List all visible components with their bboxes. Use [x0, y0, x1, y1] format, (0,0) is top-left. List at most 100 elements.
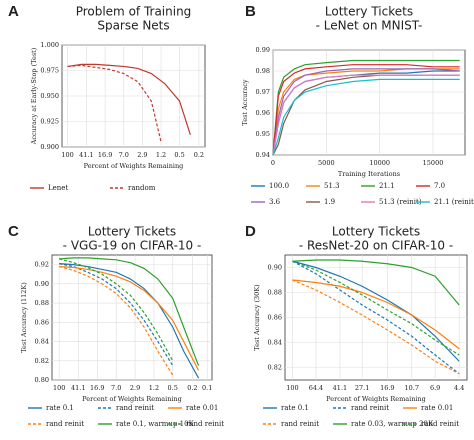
x-tick-label: 15000 — [423, 159, 444, 167]
series-line — [67, 63, 191, 135]
y-tick-label: 0.98 — [256, 67, 270, 75]
x-tick-label: 2.9 — [130, 384, 140, 392]
series-line — [272, 78, 460, 156]
y-tick-label: 0.94 — [256, 151, 270, 159]
x-tick-label: 100 — [53, 384, 65, 392]
legend-label: Lenet — [48, 184, 68, 192]
x-tick-label: 5000 — [318, 159, 335, 167]
chart-title: Problem of Training — [76, 5, 192, 19]
y-tick-label: 0.975 — [40, 67, 59, 75]
series-line — [292, 260, 460, 375]
panel-label: A — [8, 3, 19, 20]
x-tick-label: 64.4 — [309, 384, 323, 392]
panel: D Lottery Tickets- ResNet-20 on CIFAR-10 … — [245, 223, 468, 428]
series-line — [272, 64, 460, 156]
y-tick-label: 0.90 — [35, 280, 49, 288]
legend-label: 1.9 — [324, 198, 335, 206]
x-tick-label: 0.2 — [187, 384, 197, 392]
legend-label: 21.1 — [379, 182, 395, 190]
y-tick-label: 0.900 — [40, 143, 59, 151]
plot-area — [51, 254, 213, 381]
y-tick-label: 0.925 — [40, 118, 59, 126]
series-line — [59, 257, 200, 366]
series-line — [272, 74, 460, 156]
chart-title: Lottery Tickets — [332, 225, 420, 239]
y-tick-label: 0.82 — [35, 357, 49, 365]
x-tick-label: 41.1 — [79, 151, 93, 159]
legend-label: rate 0.01 — [186, 404, 218, 412]
legend-label: rand reinit — [421, 420, 459, 428]
x-tick-label: 16.9 — [98, 151, 112, 159]
y-tick-label: 0.88 — [35, 299, 49, 307]
chart-title: Lottery Tickets — [88, 225, 176, 239]
x-axis-label: Percent of Weights Remaining — [84, 162, 184, 170]
series-line — [59, 265, 174, 376]
legend-label: rand reinit — [46, 420, 84, 428]
legend-label: rate 0.1 — [46, 404, 74, 412]
series-line — [272, 59, 460, 156]
panel-label: B — [245, 3, 256, 20]
panel: C Lottery Tickets- VGG-19 on CIFAR-10 - 0.… — [8, 223, 224, 428]
chart-title: - ResNet-20 on CIFAR-10 - — [299, 239, 453, 253]
series-line — [292, 279, 460, 350]
y-axis-label: Test Accuracy — [241, 79, 249, 125]
y-tick-label: 0.82 — [268, 364, 282, 372]
x-tick-label: 0 — [271, 159, 275, 167]
legend-label: rate 0.1 — [281, 404, 309, 412]
x-axis-label: Percent of Weights Remaining — [82, 395, 182, 403]
x-tick-label: 2.9 — [137, 151, 147, 159]
series-line — [292, 260, 460, 356]
x-tick-label: 16.9 — [90, 384, 104, 392]
x-tick-label: 16.9 — [380, 384, 394, 392]
legend-label: 7.0 — [434, 182, 445, 190]
series-line — [59, 263, 174, 366]
y-axis-label: Test Accuracy (30K) — [253, 284, 261, 351]
panel: B Lottery Tickets- LeNet on MNIST- 0.94 0.9… — [241, 3, 474, 206]
series-line — [59, 258, 174, 362]
x-tick-label: 6.9 — [430, 384, 440, 392]
x-tick-label: 41.1 — [71, 384, 85, 392]
x-tick-label: 0.2 — [194, 151, 204, 159]
x-tick-label: 7.0 — [119, 151, 129, 159]
x-axis-label: Percent of Weights Remaining — [326, 395, 426, 403]
x-tick-label: 0.1 — [202, 384, 212, 392]
x-tick-label: 7.0 — [111, 384, 121, 392]
y-tick-label: 0.80 — [35, 376, 49, 384]
y-tick-label: 0.95 — [256, 130, 270, 138]
y-tick-label: 1.000 — [40, 41, 59, 49]
y-tick-label: 0.99 — [256, 46, 270, 54]
legend-label: rate 0.01 — [421, 404, 453, 412]
y-tick-label: 0.96 — [256, 109, 270, 117]
legend-label: rate 0.1, warmup 10K — [116, 420, 195, 428]
y-tick-label: 0.97 — [256, 88, 270, 96]
chart-title: Lottery Tickets — [325, 5, 413, 19]
x-tick-label: 100 — [286, 384, 298, 392]
x-tick-label: 10.7 — [405, 384, 419, 392]
chart-title: - VGG-19 on CIFAR-10 - — [63, 239, 202, 253]
y-tick-label: 0.84 — [35, 338, 49, 346]
chart-title: Sparse Nets — [97, 19, 169, 33]
x-axis-label: Training Iterations — [338, 170, 400, 178]
y-tick-label: 0.950 — [40, 92, 59, 100]
legend-label: rand reinit — [116, 404, 154, 412]
series-line — [272, 68, 460, 156]
y-tick-label: 0.84 — [268, 339, 282, 347]
x-tick-label: 0.5 — [174, 151, 184, 159]
x-tick-label: 10000 — [369, 159, 390, 167]
y-axis-label: Accuracy at Early-Stop (Test) — [30, 47, 38, 145]
x-tick-label: 41.1 — [333, 384, 347, 392]
y-tick-label: 0.86 — [268, 314, 282, 322]
chart-title: - LeNet on MNIST- — [316, 19, 423, 33]
x-tick-label: 27.1 — [355, 384, 369, 392]
series-line — [292, 279, 460, 375]
panel-label: D — [245, 223, 256, 240]
x-tick-label: 4.4 — [454, 384, 464, 392]
legend-label: random — [128, 184, 156, 192]
legend-label: rate 0.03, warmup 20K — [351, 420, 434, 428]
series-line — [59, 265, 200, 371]
legend-label: 21.1 (reinit) — [434, 198, 474, 206]
x-tick-label: 1.2 — [156, 151, 166, 159]
legend-label: 51.3 (reinit) — [379, 198, 422, 206]
